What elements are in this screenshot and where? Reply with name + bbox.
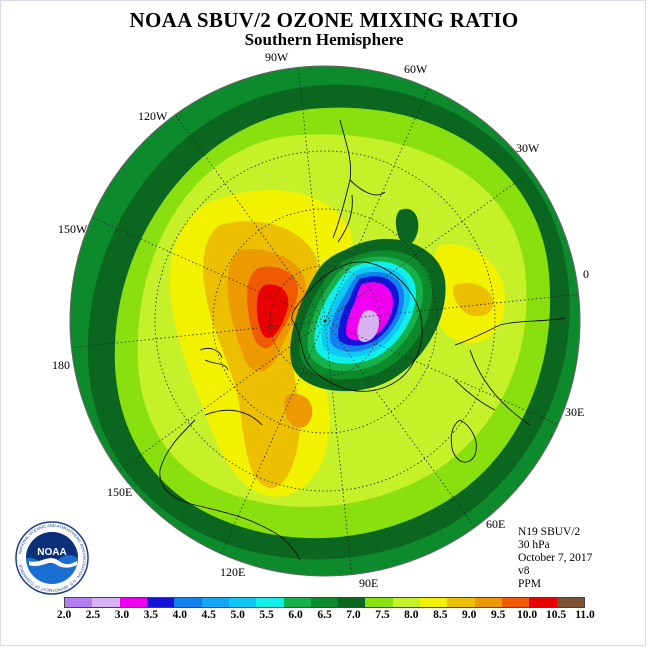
logo-text: NOAA <box>37 547 66 558</box>
colorbar-tick-label: 5.5 <box>259 609 274 621</box>
vortex-tongue <box>395 208 419 246</box>
colorbar-tick-label: 6.5 <box>317 609 332 621</box>
graticule <box>154 150 496 492</box>
lat-circle-outer <box>154 150 496 492</box>
colorbar-swatch <box>502 598 530 607</box>
colorbar-tick-label: 4.0 <box>172 609 187 621</box>
meridian-line <box>220 320 326 555</box>
band-9.5-south <box>284 393 313 428</box>
lon-label-150e: 150E <box>107 485 132 499</box>
meridian-line <box>324 320 559 426</box>
colorbar-tick-label: 3.5 <box>143 609 159 621</box>
colorbar-swatch <box>65 598 93 607</box>
colorbar-tick-label: 7.5 <box>375 609 390 621</box>
map-subtitle: Southern Hemisphere <box>244 30 404 49</box>
colorbar-tick-label: 2.5 <box>85 609 101 621</box>
meridian-line <box>71 320 326 349</box>
lat-circle-inner <box>269 265 381 377</box>
south-america-tip <box>337 194 353 243</box>
south-america-coast <box>332 119 386 239</box>
meridian-line <box>324 293 579 322</box>
satellite-label: N19 SBUV/2 <box>518 526 581 538</box>
meridian-line <box>174 114 326 322</box>
colorbar-tick-label: 5.0 <box>230 609 245 621</box>
colorbar-tick-label: 9.0 <box>462 609 477 621</box>
colorbar-tick-label: 7.0 <box>346 609 361 621</box>
colorbar-swatch <box>338 598 366 607</box>
colorbar-tick-label: 4.5 <box>201 609 216 621</box>
colorbar-swatch <box>529 598 557 607</box>
lat-circle-mid <box>212 208 438 434</box>
colorbar-swatch <box>447 598 475 607</box>
colorbar-swatch <box>420 598 448 607</box>
colorbar-swatch <box>310 598 339 607</box>
meridian-line <box>297 67 326 322</box>
meridian-line <box>324 170 532 322</box>
colorbar-tick-label: 10.0 <box>517 609 538 621</box>
logo-gull <box>29 558 77 568</box>
meridian-line <box>91 216 326 322</box>
colorbar-tick-label: 3.0 <box>114 609 130 621</box>
africa-coast <box>454 317 566 426</box>
colorbar-swatch <box>174 598 202 607</box>
colorbar-swatch <box>283 598 311 607</box>
antarctica-coast <box>291 261 423 392</box>
band-10.5 <box>256 284 289 339</box>
colorbar-swatch <box>119 598 147 607</box>
meridian-line <box>324 320 353 575</box>
colorbar-tick-label: 9.5 <box>490 609 506 621</box>
lon-label-60e: 60E <box>486 517 505 531</box>
pressure-level-label: 30 hPa <box>518 539 550 551</box>
lon-label-30e: 30E <box>565 405 584 419</box>
colorbar-swatch <box>474 598 502 607</box>
colorbar-swatch <box>365 598 393 607</box>
vortex-3.0 <box>357 310 380 342</box>
lon-label-120e: 120E <box>220 565 245 579</box>
colorbar-swatch <box>256 598 284 607</box>
version-label: v8 <box>518 565 530 577</box>
colorbar-swatch <box>201 598 229 607</box>
meridian-line <box>324 87 430 322</box>
lon-label-30w: 30W <box>516 141 540 155</box>
coastlines <box>159 119 566 561</box>
lon-label-120w: 120W <box>138 109 168 123</box>
colorbar-tick-label: 10.5 <box>545 609 567 621</box>
meridian-line <box>324 320 476 528</box>
band-9.0-east <box>452 282 494 317</box>
units-label: PPM <box>518 578 542 590</box>
meridians <box>71 67 579 575</box>
madagascar <box>450 419 477 463</box>
map-boundary <box>69 65 581 577</box>
colorbar-tick-label: 11.0 <box>575 609 595 621</box>
colorbar-swatch <box>92 598 120 607</box>
colorbar-ticks: 2.0 2.5 3.0 3.5 4.0 4.5 5.0 5.5 6.0 6.5 7.0 7.5 8.0 8… <box>0 609 648 625</box>
metadata-block: N19 SBUV/2 30 hPa October 7, 2017 v8 PPM <box>518 526 592 591</box>
australia-coast <box>159 409 301 561</box>
lon-label-90e: 90E <box>359 576 378 590</box>
lon-label-60w: 60W <box>404 62 428 76</box>
colorbar <box>64 597 585 608</box>
lon-label-90w: 90W <box>265 50 289 64</box>
colorbar-swatch <box>556 598 584 607</box>
noaa-logo: NOAA NATIONAL OCEANIC AND ATMOSPHERIC AD… <box>15 521 89 595</box>
colorbar-tick-label: 6.0 <box>288 609 303 621</box>
ozone-field <box>70 66 580 576</box>
colorbar-swatch <box>392 598 421 607</box>
new-zealand <box>199 347 229 371</box>
colorbar-tick-label: 2.0 <box>56 609 72 621</box>
date-label: October 7, 2017 <box>518 552 593 564</box>
colorbar-swatch <box>146 598 175 607</box>
colorbar-swatch <box>228 598 257 607</box>
meridian-line <box>118 320 326 472</box>
lon-label-0: 0 <box>583 267 589 281</box>
logo-sky <box>26 532 78 564</box>
lon-label-180: 180 <box>52 358 70 372</box>
colorbar-tick-label: 8.5 <box>433 609 448 621</box>
colorbar-tick-label: 8.0 <box>404 609 419 621</box>
lon-label-150w: 150W <box>58 222 88 236</box>
map-title: NOAA SBUV/2 OZONE MIXING RATIO <box>129 8 519 32</box>
